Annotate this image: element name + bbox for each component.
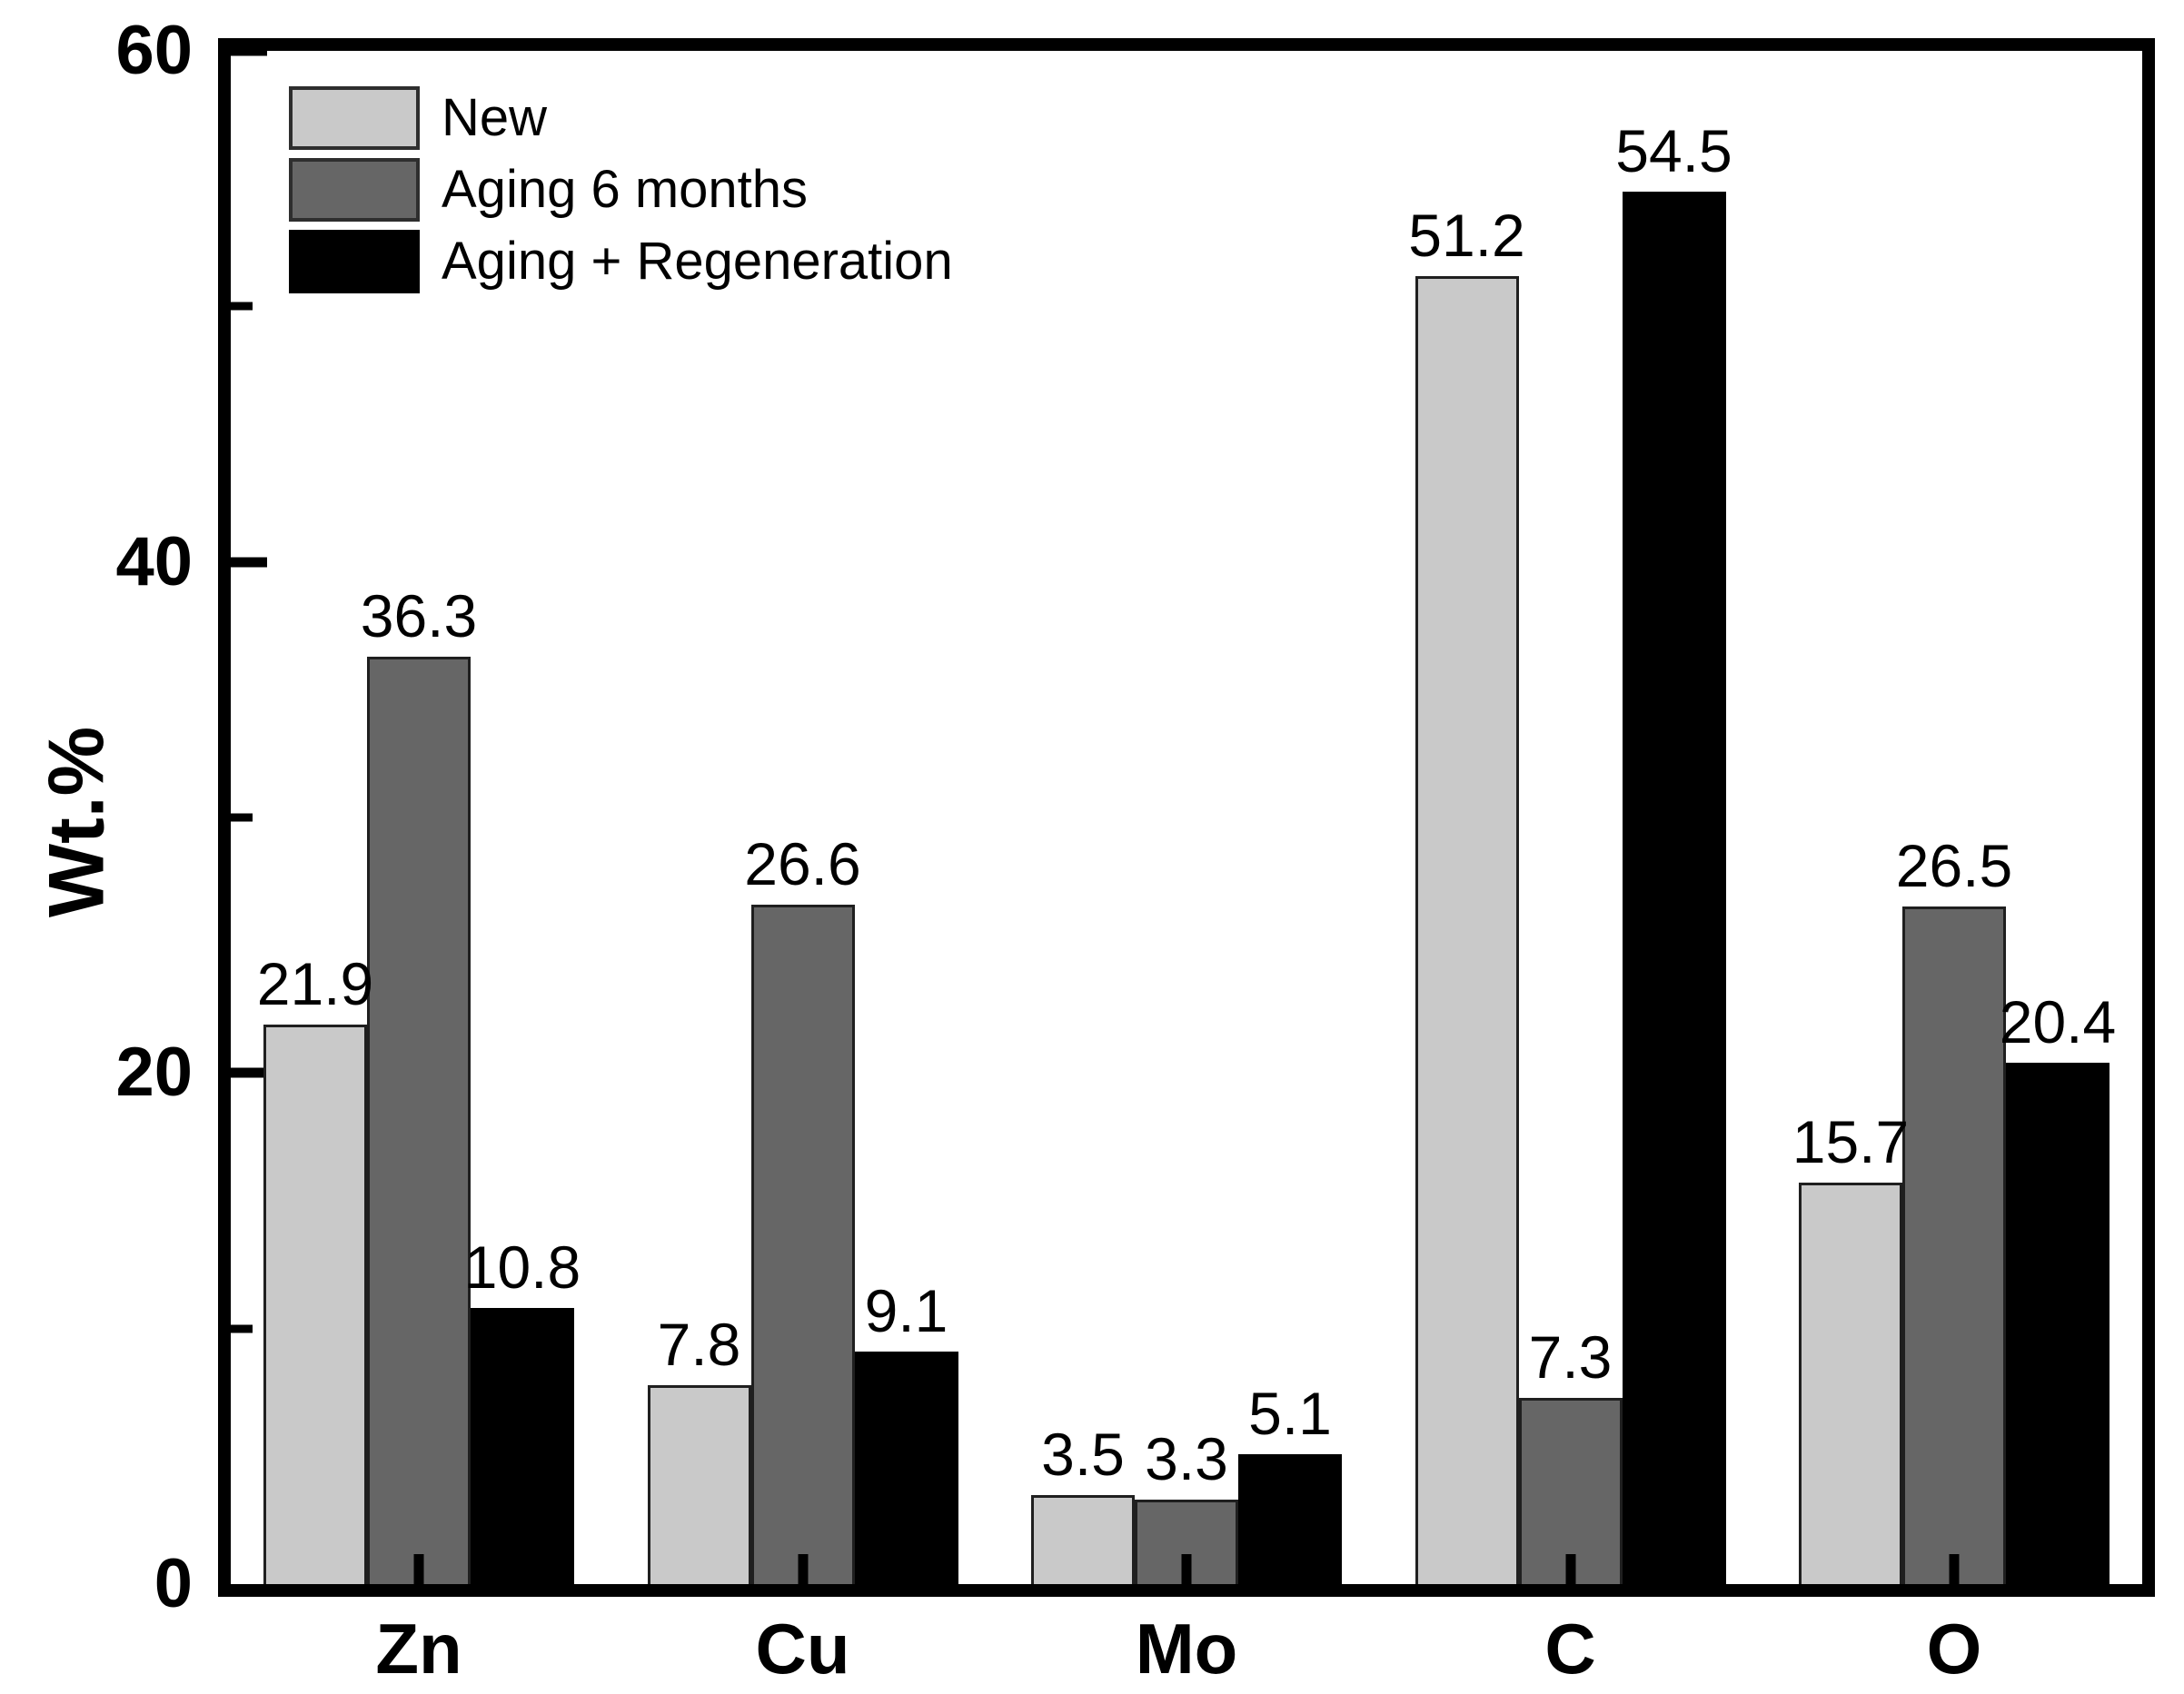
bar: 21.9 xyxy=(257,51,373,1584)
legend-swatch xyxy=(289,158,420,222)
x-axis-label-o: O xyxy=(1926,1609,1982,1689)
bar: 36.3 xyxy=(361,51,477,1584)
bar: 10.8 xyxy=(464,51,581,1584)
legend-item: New xyxy=(289,86,953,150)
bar-fill xyxy=(1238,1453,1342,1584)
x-axis-tick xyxy=(1949,1554,1960,1584)
bar-fill xyxy=(2006,1063,2110,1584)
legend: New Aging 6 months Aging + Regeneration xyxy=(289,86,953,302)
bar: 26.5 xyxy=(1896,51,2012,1584)
bar-group-o: 15.7 26.5 20.4 xyxy=(1792,51,2116,1584)
bar-fill xyxy=(1031,1494,1135,1584)
bar-value-label: 26.5 xyxy=(1895,832,2013,900)
bar: 3.5 xyxy=(1031,51,1135,1584)
y-axis-tick-label: 0 xyxy=(154,1545,193,1622)
bar-value-label: 5.1 xyxy=(1248,1379,1332,1447)
bar: 7.3 xyxy=(1518,51,1623,1584)
x-axis-tick xyxy=(413,1554,424,1584)
x-axis-labels: Zn Cu Mo C O xyxy=(231,1610,2142,1691)
y-axis-tick-labels: 0 20 40 60 xyxy=(0,16,193,1619)
x-axis-label-c: C xyxy=(1544,1609,1596,1689)
bar-fill xyxy=(366,656,471,1584)
bar: 26.6 xyxy=(744,51,861,1584)
bar-fill xyxy=(1415,275,1519,1584)
bar-fill xyxy=(854,1352,958,1584)
y-axis-major-tick xyxy=(231,45,267,56)
x-axis-tick xyxy=(798,1554,808,1584)
legend-item: Aging 6 months xyxy=(289,158,953,222)
y-axis-tick-label: 40 xyxy=(115,522,193,600)
bar: 5.1 xyxy=(1238,51,1342,1584)
y-axis-tick-label: 20 xyxy=(115,1034,193,1112)
bar-fill xyxy=(750,904,855,1584)
y-axis-tick-label: 60 xyxy=(115,12,193,89)
y-axis-major-tick xyxy=(231,1067,267,1078)
bar-group-cu: 7.8 26.6 9.1 xyxy=(647,51,958,1584)
bar-value-label: 26.6 xyxy=(744,829,861,897)
y-axis-minor-tick xyxy=(231,813,253,822)
x-axis-label-cu: Cu xyxy=(755,1609,850,1689)
x-axis-tick xyxy=(1181,1554,1192,1584)
bar: 7.8 xyxy=(647,51,751,1584)
bar-fill xyxy=(1902,906,2006,1584)
bar-fill xyxy=(470,1308,574,1584)
bar-group-zn: 21.9 36.3 10.8 xyxy=(257,51,581,1584)
bar-value-label: 21.9 xyxy=(256,949,374,1017)
bar: 9.1 xyxy=(854,51,958,1584)
y-axis-minor-tick xyxy=(231,302,253,311)
legend-swatch xyxy=(289,86,420,150)
x-axis-tick xyxy=(1565,1554,1575,1584)
bar-value-label: 36.3 xyxy=(360,581,478,649)
bar-group-mo: 3.5 3.3 5.1 xyxy=(1031,51,1342,1584)
bar-value-label: 20.4 xyxy=(1999,988,2117,1056)
bar-fill xyxy=(647,1384,751,1584)
x-axis-label-mo: Mo xyxy=(1135,1609,1238,1689)
bar-fill xyxy=(1799,1183,1902,1584)
bar-value-label: 10.8 xyxy=(463,1233,581,1302)
bar-value-label: 3.5 xyxy=(1041,1420,1125,1488)
bar-value-label: 3.3 xyxy=(1145,1425,1228,1493)
bar-fill xyxy=(1622,191,1726,1584)
legend-label: New xyxy=(442,88,548,147)
bar: 54.5 xyxy=(1615,51,1732,1584)
legend-swatch xyxy=(289,230,420,293)
bar: 51.2 xyxy=(1408,51,1525,1584)
plot-area: New Aging 6 months Aging + Regeneration 21… xyxy=(218,38,2155,1597)
legend-item: Aging + Regeneration xyxy=(289,230,953,293)
bar-fill xyxy=(1518,1397,1623,1584)
bar: 15.7 xyxy=(1792,51,1909,1584)
bar-value-label: 54.5 xyxy=(1615,116,1732,184)
x-axis-label-zn: Zn xyxy=(375,1609,462,1689)
bar-value-label: 51.2 xyxy=(1408,201,1525,269)
y-axis-major-tick xyxy=(231,557,267,568)
bar: 20.4 xyxy=(2000,51,2116,1584)
bar-value-label: 9.1 xyxy=(864,1277,948,1344)
legend-label: Aging + Regeneration xyxy=(442,232,953,291)
bar-value-label: 15.7 xyxy=(1792,1108,1910,1176)
bar-group-c: 51.2 7.3 54.5 xyxy=(1408,51,1732,1584)
bar-value-label: 7.3 xyxy=(1528,1323,1613,1391)
bar-value-label: 7.8 xyxy=(657,1310,741,1378)
bar-fill xyxy=(263,1024,367,1584)
y-axis-minor-tick xyxy=(231,1324,253,1333)
legend-label: Aging 6 months xyxy=(442,160,809,219)
bar: 3.3 xyxy=(1135,51,1238,1584)
